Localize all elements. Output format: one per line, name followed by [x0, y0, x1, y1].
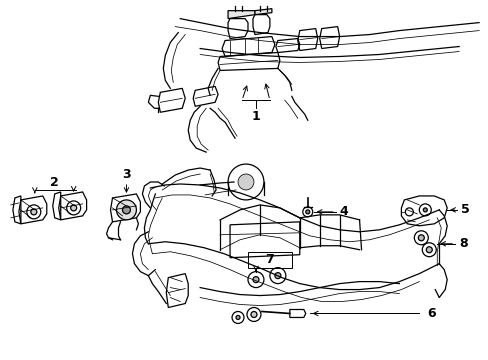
Text: 2: 2 [50, 176, 59, 189]
Polygon shape [227, 11, 254, 19]
Circle shape [426, 247, 431, 253]
Text: 6: 6 [426, 307, 435, 320]
Text: 5: 5 [460, 203, 468, 216]
Text: 7: 7 [265, 253, 274, 266]
Polygon shape [254, 9, 271, 15]
Text: 8: 8 [458, 237, 467, 250]
Polygon shape [229, 222, 299, 258]
Circle shape [116, 200, 136, 220]
Text: 4: 4 [339, 205, 347, 219]
Circle shape [31, 209, 37, 215]
Text: 3: 3 [122, 167, 130, 180]
Circle shape [417, 235, 424, 241]
Circle shape [423, 208, 427, 212]
Circle shape [252, 276, 259, 283]
Circle shape [238, 174, 253, 190]
Circle shape [122, 206, 130, 214]
Circle shape [236, 315, 240, 319]
Circle shape [274, 273, 280, 279]
Circle shape [71, 205, 77, 211]
Circle shape [250, 311, 256, 318]
Circle shape [305, 210, 309, 214]
Text: 1: 1 [251, 110, 260, 123]
